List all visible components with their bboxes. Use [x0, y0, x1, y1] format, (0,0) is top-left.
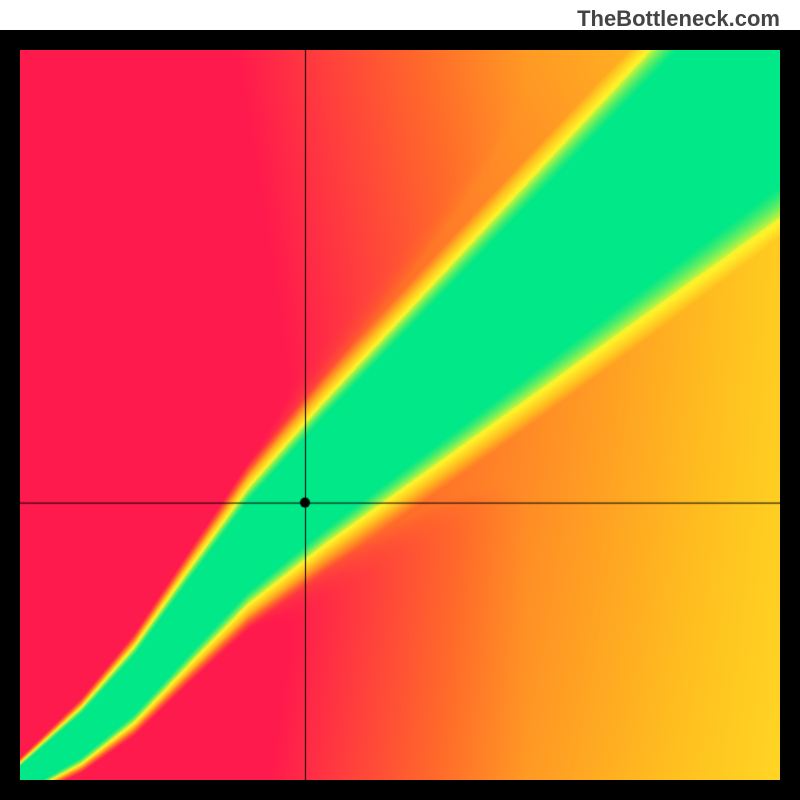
- crosshair-overlay: [20, 50, 780, 780]
- watermark-text: TheBottleneck.com: [577, 6, 780, 32]
- chart-container: TheBottleneck.com: [0, 0, 800, 800]
